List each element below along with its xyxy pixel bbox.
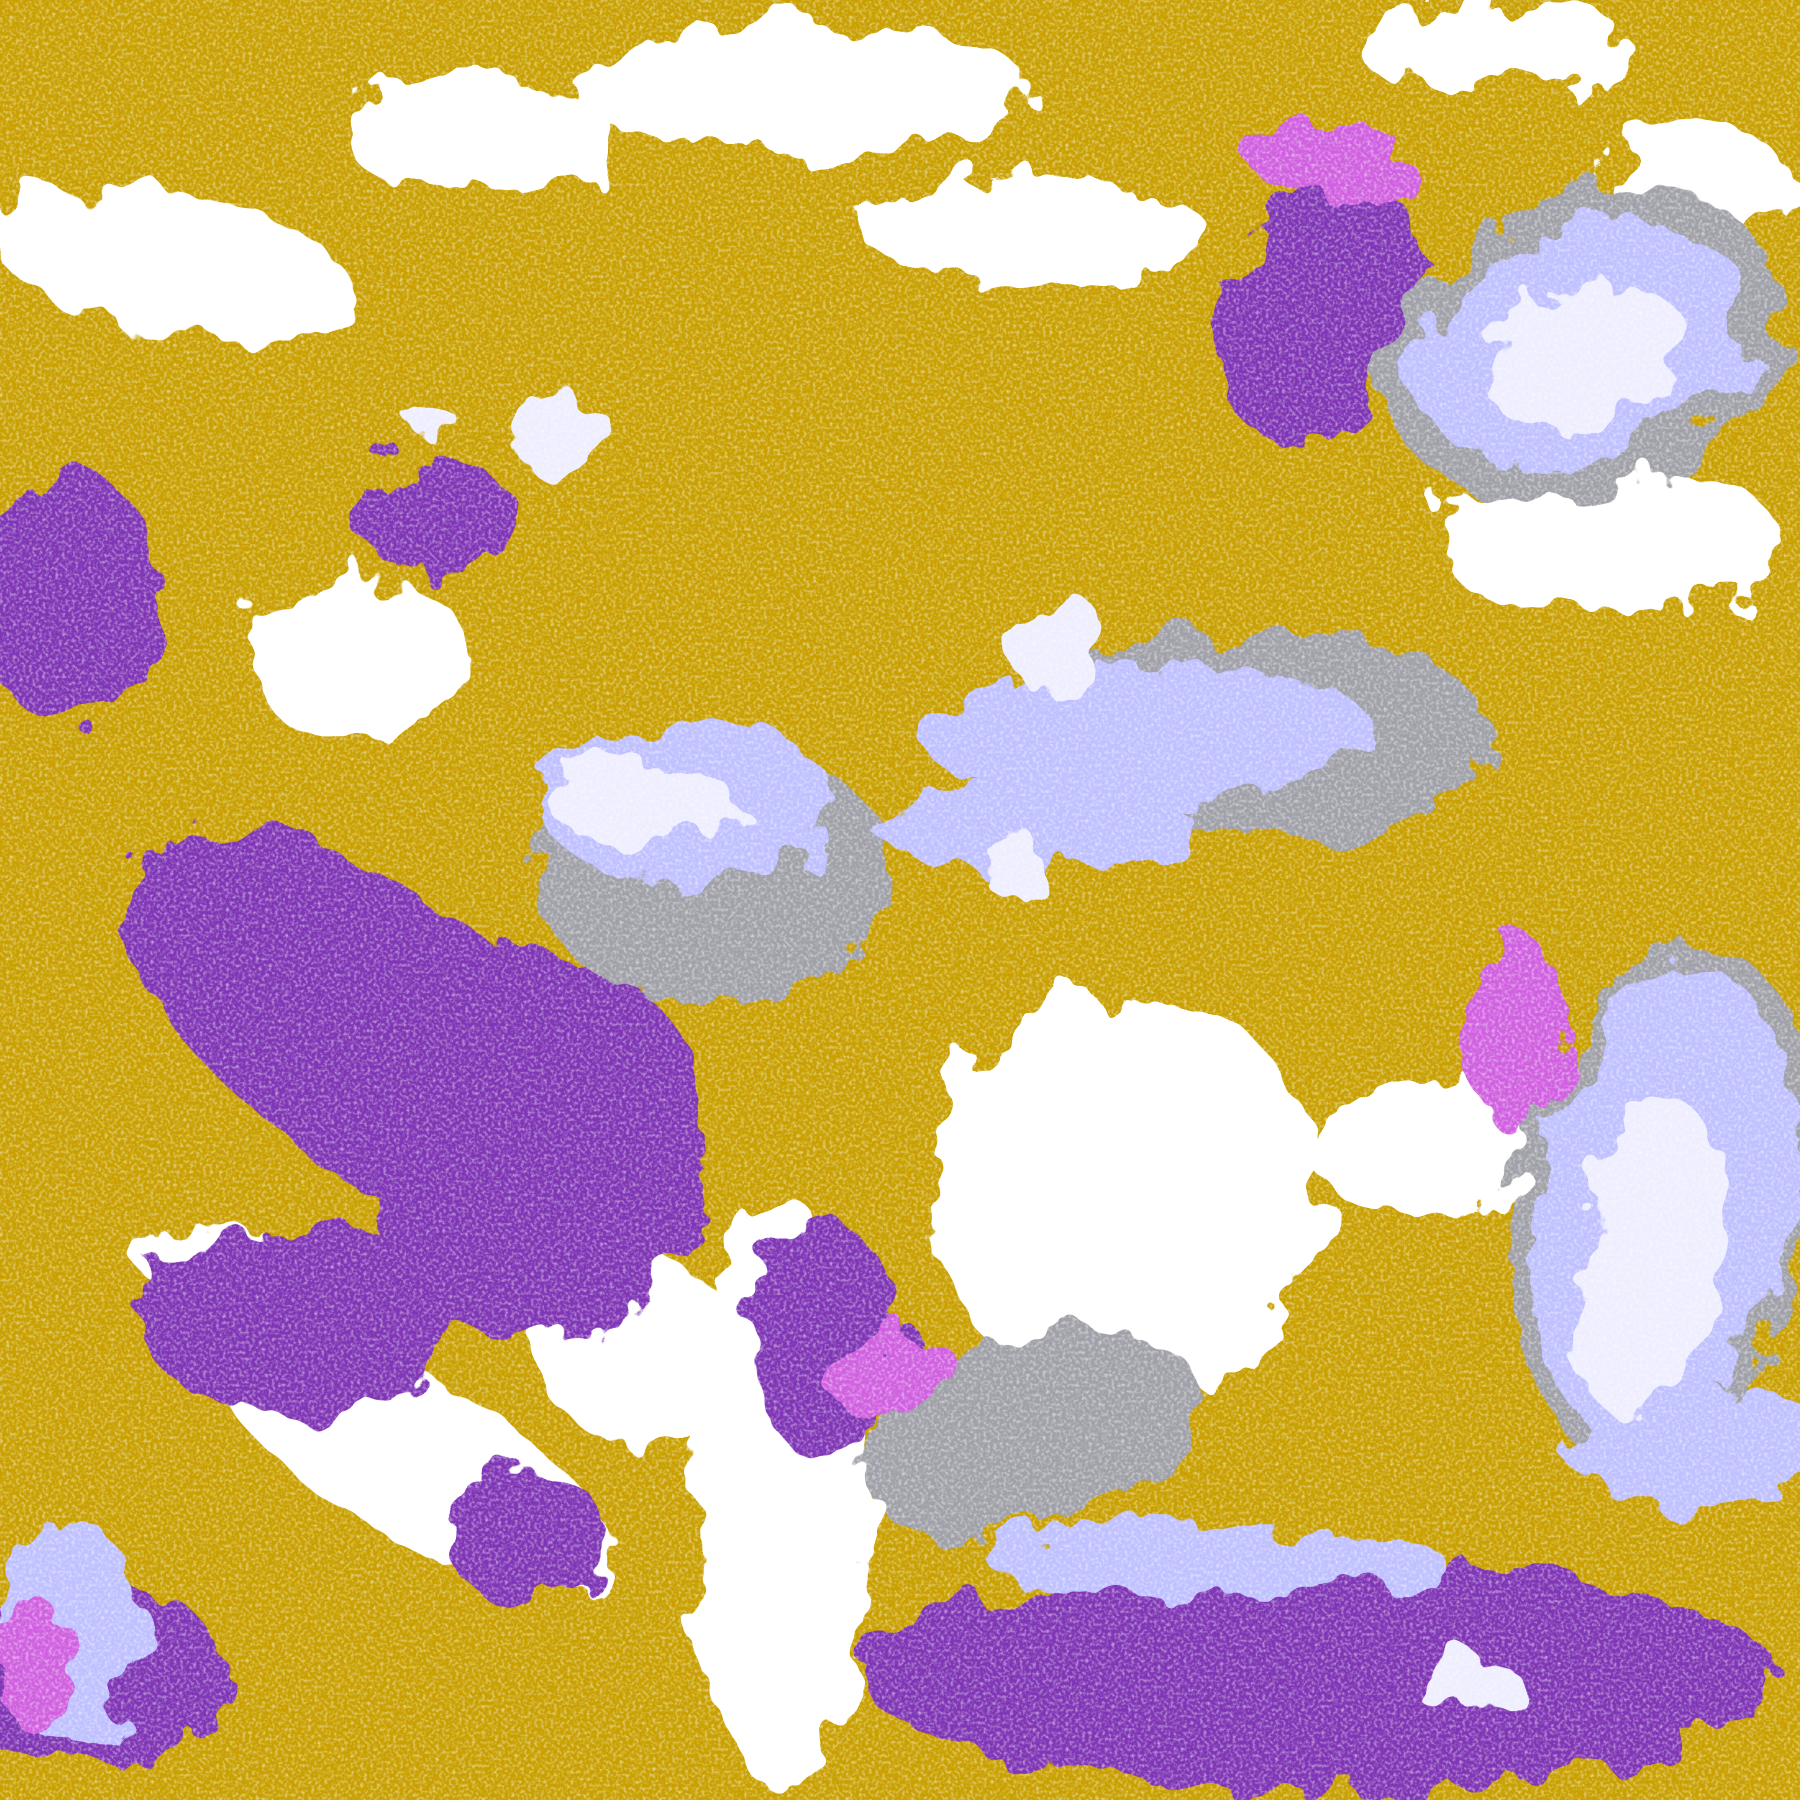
texture-overlay — [0, 0, 1800, 1800]
satellite-classification-map — [0, 0, 1800, 1800]
